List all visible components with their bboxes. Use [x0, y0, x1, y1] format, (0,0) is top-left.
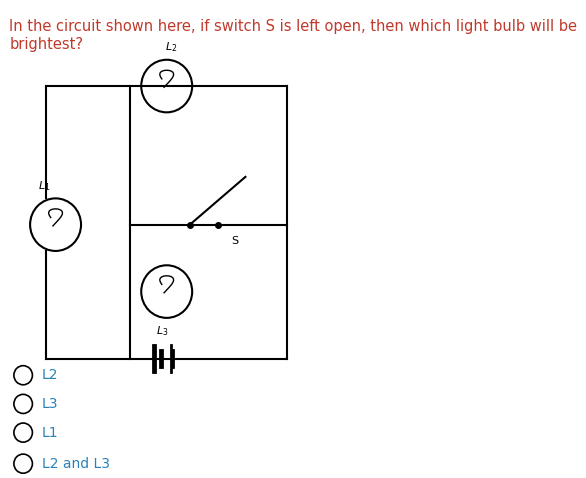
Text: $L_1$: $L_1$: [38, 179, 50, 193]
Text: S: S: [231, 236, 239, 246]
Text: L2 and L3: L2 and L3: [42, 456, 110, 471]
Text: In the circuit shown here, if switch S is left open, then which light bulb will : In the circuit shown here, if switch S i…: [9, 19, 577, 52]
Text: $L_3$: $L_3$: [156, 325, 168, 338]
Text: L1: L1: [42, 425, 58, 440]
Text: L2: L2: [42, 368, 58, 382]
Text: L3: L3: [42, 397, 58, 411]
Text: $L_2$: $L_2$: [165, 40, 178, 54]
